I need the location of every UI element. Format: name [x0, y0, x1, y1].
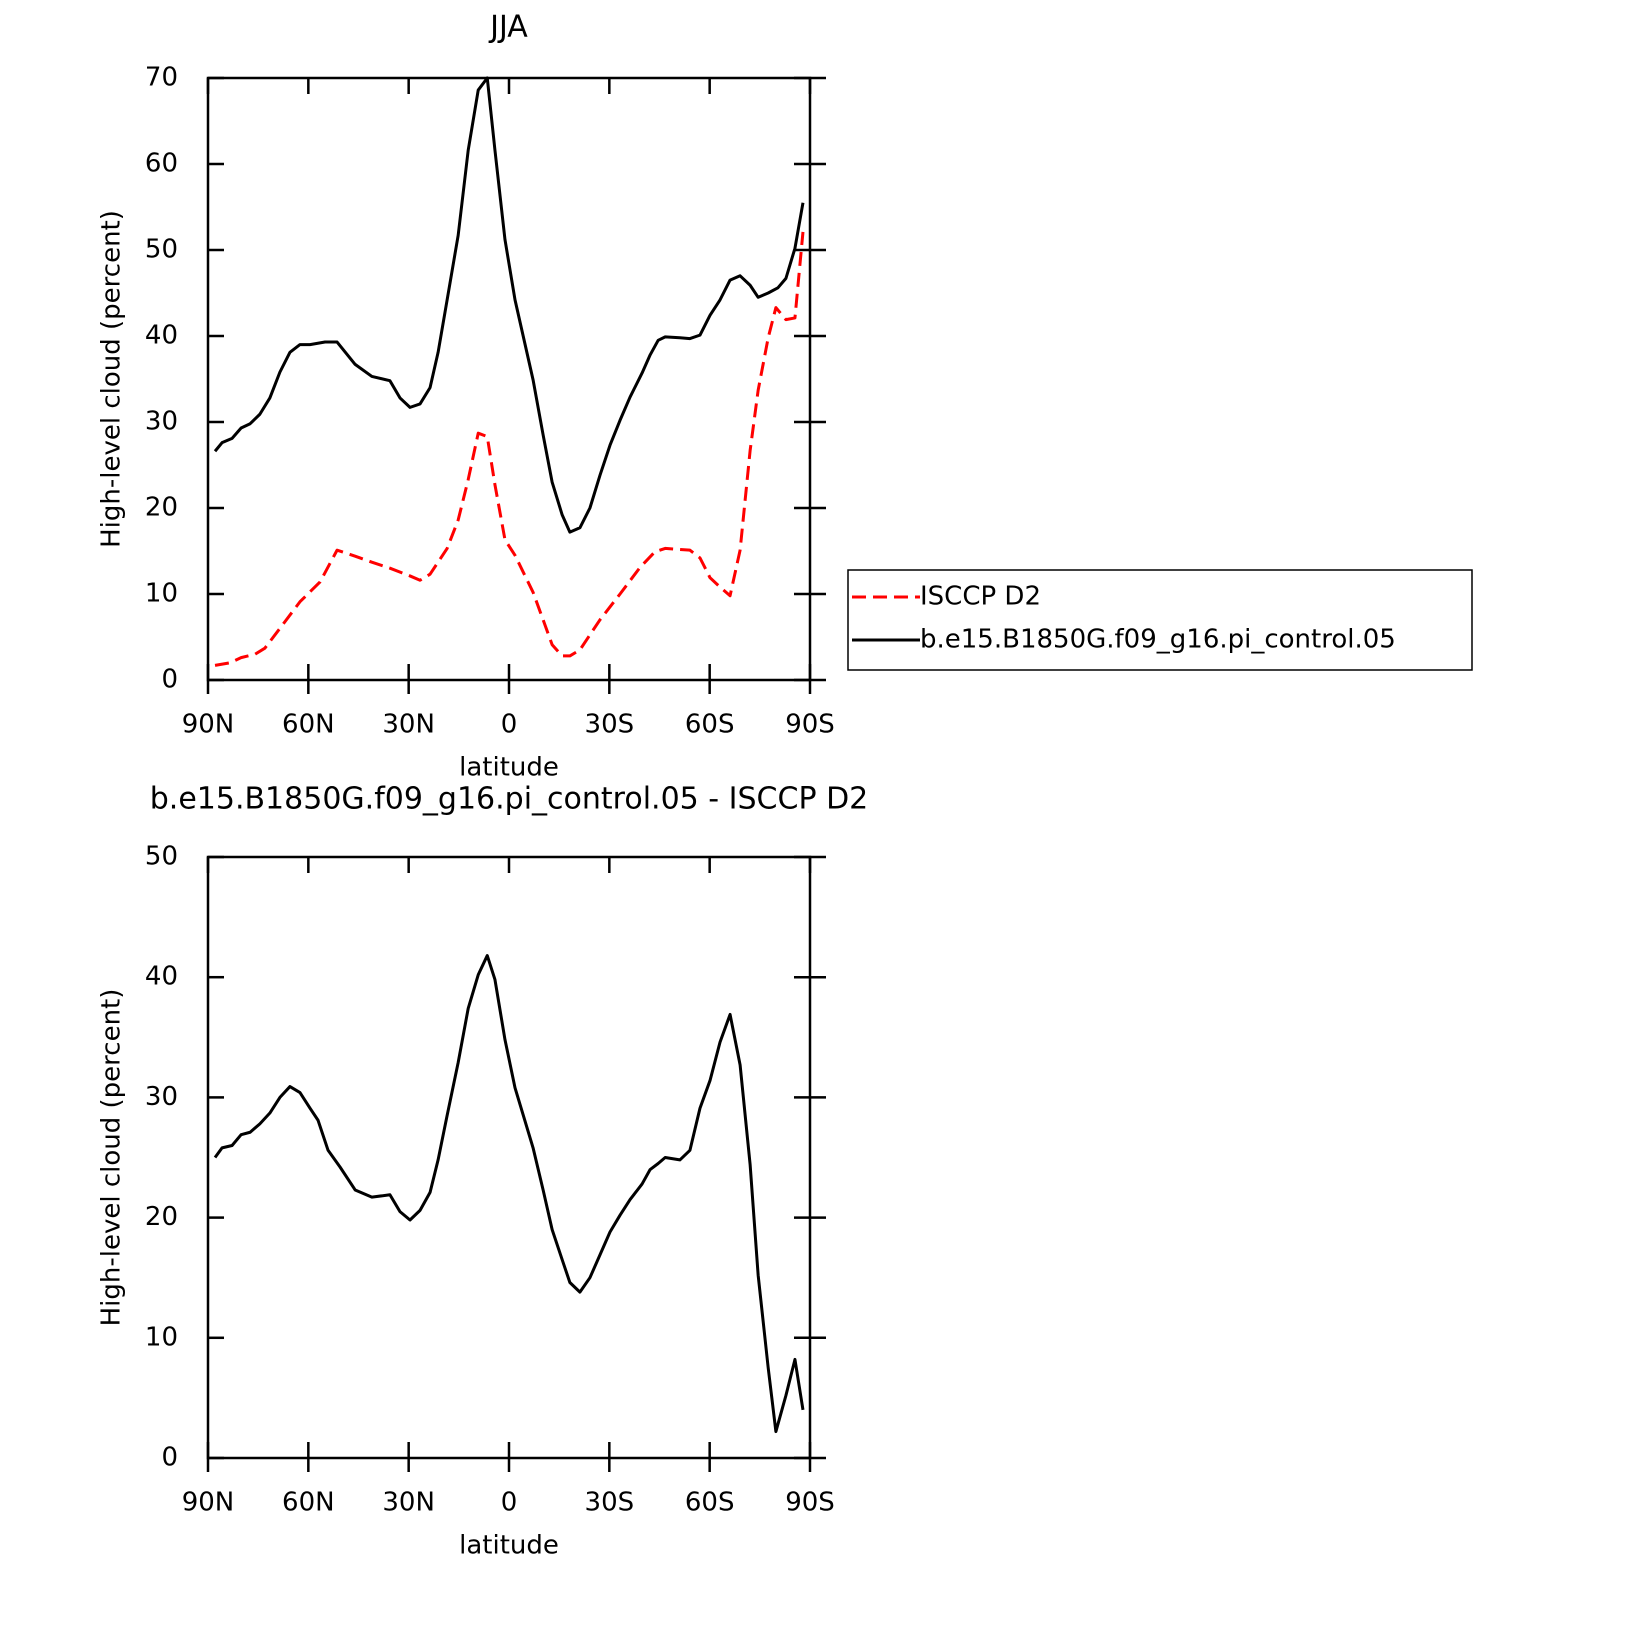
x-tick-label: 90S	[785, 710, 835, 740]
y-tick-label: 20	[145, 1202, 178, 1232]
x-tick-label: 90S	[785, 1488, 835, 1518]
y-axis-label: High-level cloud (percent)	[97, 210, 127, 548]
x-tick-label: 30N	[382, 1488, 435, 1518]
legend-box	[847, 569, 1473, 671]
x-axis-label: latitude	[459, 753, 559, 783]
x-tick-label: 60S	[685, 710, 735, 740]
y-tick-label: 10	[145, 579, 178, 609]
x-tick-label: 90N	[182, 1488, 235, 1518]
y-tick-label: 50	[145, 842, 178, 872]
x-tick-label: 30N	[382, 710, 435, 740]
x-tick-label: 30S	[585, 1488, 635, 1518]
x-axis-label: latitude	[459, 1531, 559, 1561]
plot-frame	[206, 855, 812, 1460]
y-tick-label: 50	[145, 235, 178, 265]
y-tick-label: 40	[145, 321, 178, 351]
y-tick-label: 60	[145, 149, 178, 179]
y-tick-label: 0	[161, 665, 178, 695]
data-line	[213, 954, 805, 1434]
y-tick-label: 30	[145, 1082, 178, 1112]
y-tick-label: 10	[145, 1322, 178, 1352]
x-tick-label: 0	[501, 1488, 518, 1518]
chart-title: JJA	[488, 10, 528, 45]
legend-label: b.e15.B1850G.f09_g16.pi_control.05	[920, 625, 1396, 655]
y-axis-label: High-level cloud (percent)	[97, 989, 127, 1327]
x-tick-label: 60N	[282, 710, 335, 740]
data-line	[214, 231, 805, 667]
chart-title: b.e15.B1850G.f09_g16.pi_control.05 - ISC…	[150, 782, 869, 817]
x-tick-label: 60N	[282, 1488, 335, 1518]
y-tick-label: 20	[145, 493, 178, 523]
x-tick-label: 60S	[685, 1488, 735, 1518]
y-tick-label: 30	[145, 407, 178, 437]
data-line	[213, 76, 805, 534]
y-tick-label: 70	[145, 63, 178, 93]
legend-label: ISCCP D2	[920, 582, 1041, 612]
y-tick-label: 0	[161, 1443, 178, 1473]
y-tick-label: 40	[145, 962, 178, 992]
x-tick-label: 30S	[585, 710, 635, 740]
plot-frame	[206, 76, 812, 682]
x-tick-label: 0	[501, 710, 518, 740]
x-tick-label: 90N	[182, 710, 235, 740]
